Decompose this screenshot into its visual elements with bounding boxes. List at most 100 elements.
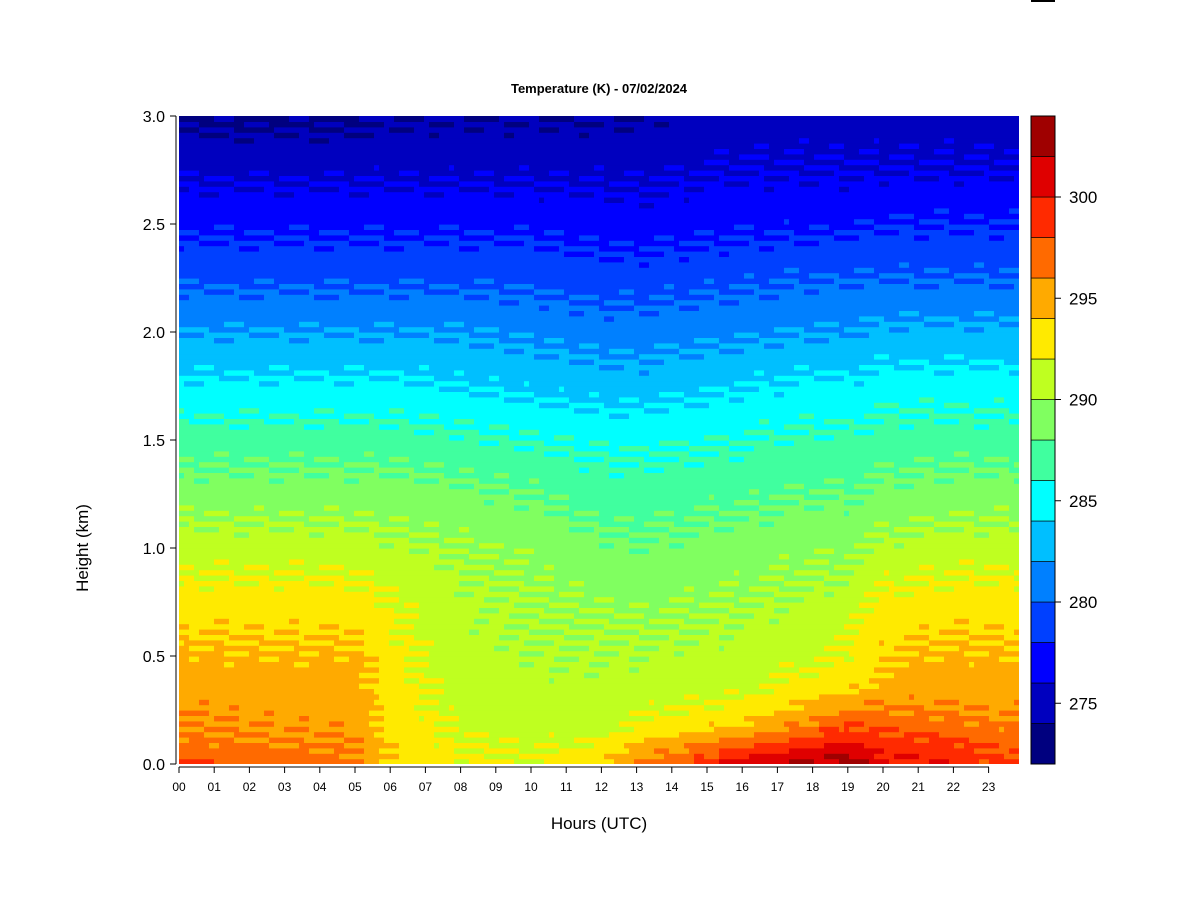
heatmap-cell (224, 591, 230, 598)
heatmap-cell (239, 742, 245, 749)
heatmap-cell (339, 261, 345, 268)
heatmap-cell (359, 704, 365, 711)
heatmap-cell (209, 580, 215, 587)
heatmap-cell (179, 450, 185, 457)
heatmap-cell (369, 677, 375, 684)
heatmap-cell (319, 137, 325, 144)
heatmap-cell (304, 666, 310, 673)
heatmap-cell (269, 429, 275, 436)
heatmap-cell (334, 720, 340, 727)
heatmap-cell (229, 413, 235, 419)
heatmap-cell (244, 364, 250, 371)
heatmap-cell (384, 456, 390, 463)
heatmap-cell (309, 575, 315, 581)
heatmap-cell (199, 569, 205, 576)
heatmap-cell (204, 585, 210, 592)
heatmap-cell (209, 191, 215, 198)
heatmap-cell (309, 288, 315, 295)
heatmap-cell (294, 418, 300, 425)
heatmap-cell (339, 251, 345, 257)
heatmap-cell (254, 369, 260, 376)
heatmap-cell (304, 715, 310, 722)
heatmap-cell (379, 256, 385, 263)
heatmap-cell (324, 488, 330, 495)
heatmap-cell (344, 477, 350, 484)
heatmap-cell (264, 645, 270, 652)
heatmap-cell (194, 753, 200, 760)
heatmap-cell (369, 510, 375, 517)
heatmap-cell (254, 742, 260, 749)
heatmap-cell (319, 229, 325, 236)
heatmap-cell (369, 672, 375, 679)
heatmap-cell (194, 499, 200, 506)
heatmap-cell (189, 267, 195, 274)
heatmap-cell (209, 202, 215, 209)
heatmap-cell (349, 585, 355, 592)
heatmap-cell (269, 234, 275, 241)
heatmap-cell (374, 369, 380, 376)
heatmap-cell (234, 197, 240, 203)
heatmap-cell (284, 434, 290, 441)
heatmap-cell (179, 207, 185, 214)
heatmap-cell (244, 369, 250, 376)
heatmap-cell (349, 504, 355, 511)
heatmap-cell (229, 148, 235, 155)
heatmap-cell (369, 396, 375, 403)
heatmap-cell (244, 483, 250, 490)
heatmap-cell (259, 380, 265, 387)
heatmap-cell (339, 153, 345, 160)
heatmap-cell (219, 494, 225, 500)
heatmap-cell (369, 650, 375, 657)
heatmap-cell (314, 456, 320, 463)
heatmap-cell (324, 591, 330, 598)
heatmap-cell (314, 537, 320, 544)
heatmap-cell (244, 639, 250, 646)
heatmap-cell (209, 186, 215, 193)
heatmap-cell (239, 499, 245, 506)
heatmap-cell (319, 440, 325, 446)
heatmap-cell (209, 472, 215, 479)
heatmap-cell (269, 580, 275, 587)
heatmap-cell (214, 207, 220, 214)
heatmap-cell (219, 396, 225, 403)
heatmap-cell (374, 629, 380, 635)
heatmap-cell (374, 440, 380, 446)
heatmap-cell (369, 256, 375, 263)
heatmap-cell (334, 656, 340, 662)
heatmap-cell (329, 261, 335, 268)
heatmap-cell (194, 450, 200, 457)
heatmap-cell (294, 612, 300, 619)
heatmap-cell (284, 683, 290, 689)
heatmap-cell (364, 602, 370, 608)
heatmap-cell (279, 267, 285, 274)
heatmap-cell (264, 359, 270, 365)
heatmap-cell (269, 467, 275, 473)
heatmap-cell (379, 494, 385, 500)
heatmap-cell (374, 710, 380, 716)
heatmap-cell (189, 137, 195, 144)
heatmap-cell (374, 283, 380, 290)
heatmap-cell (299, 434, 305, 441)
heatmap-cell (224, 207, 230, 214)
heatmap-cell (329, 672, 335, 679)
heatmap-cell (239, 148, 245, 155)
heatmap-cell (214, 202, 220, 209)
heatmap-cell (194, 332, 200, 338)
heatmap-cell (309, 602, 315, 608)
heatmap-cell (204, 720, 210, 727)
heatmap-cell (284, 364, 290, 371)
heatmap-cell (279, 494, 285, 500)
heatmap-cell (294, 726, 300, 733)
heatmap-cell (369, 261, 375, 268)
heatmap-cell (339, 467, 345, 473)
heatmap-cell (214, 477, 220, 484)
heatmap-cell (314, 321, 320, 328)
heatmap-cell (349, 634, 355, 641)
heatmap-cell (219, 467, 225, 473)
heatmap-cell (229, 564, 235, 571)
heatmap-cell (219, 710, 225, 716)
heatmap-cell (259, 445, 265, 452)
heatmap-cell (269, 413, 275, 419)
heatmap-cell (264, 450, 270, 457)
heatmap-cell (384, 483, 390, 490)
